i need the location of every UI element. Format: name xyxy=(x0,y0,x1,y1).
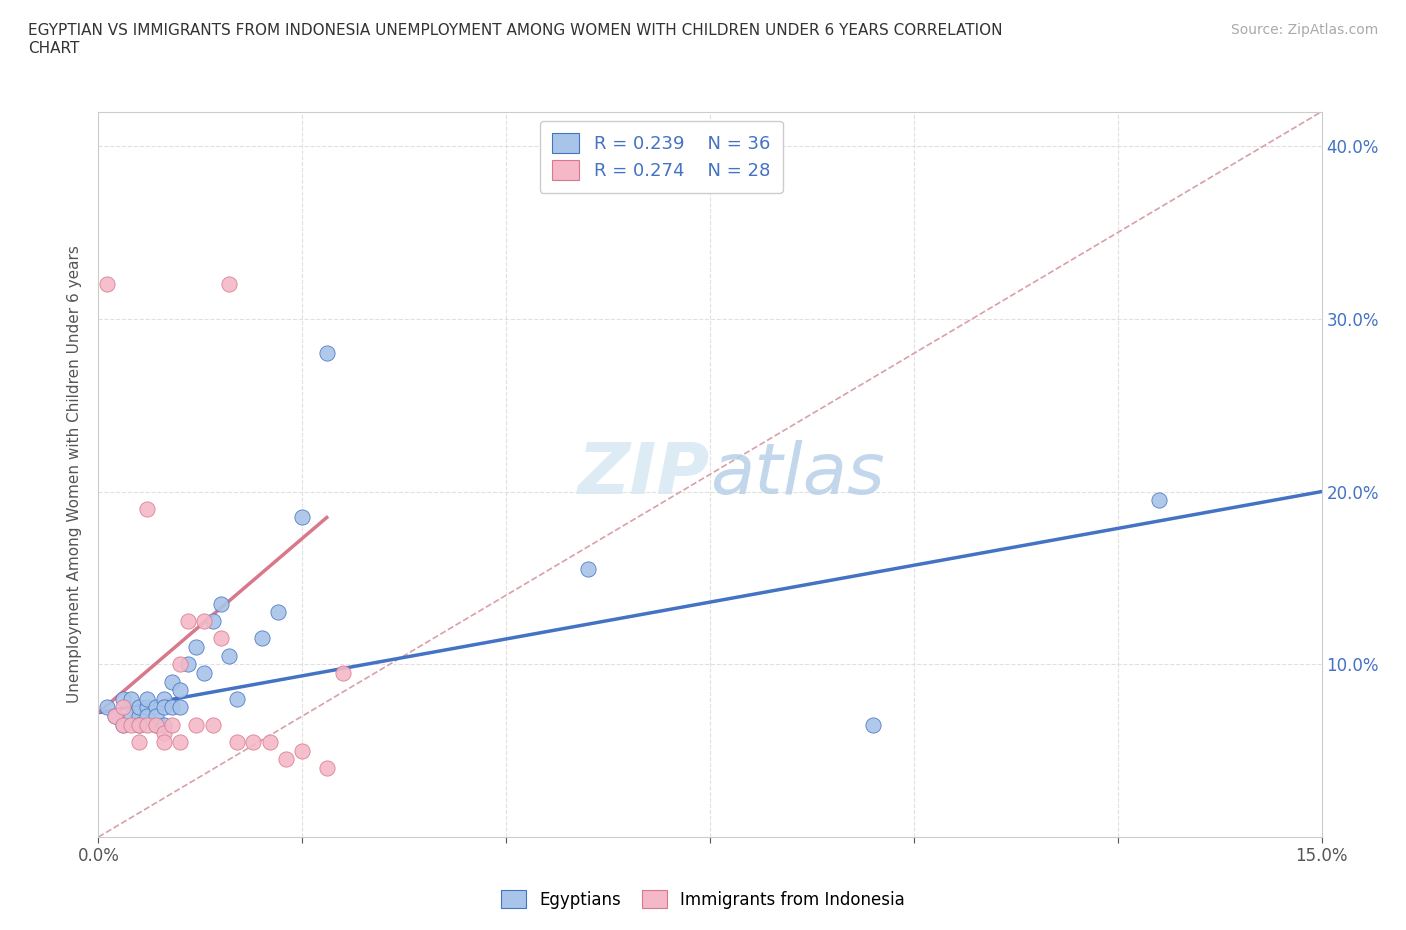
Point xyxy=(315,346,337,361)
Point xyxy=(862,717,884,732)
Point xyxy=(315,761,337,776)
Point xyxy=(152,735,174,750)
Point xyxy=(120,717,142,732)
Point xyxy=(111,717,134,732)
Point xyxy=(160,717,183,732)
Point xyxy=(128,717,150,732)
Point xyxy=(111,700,134,715)
Point xyxy=(111,717,134,732)
Point xyxy=(332,666,354,681)
Point xyxy=(136,501,159,516)
Text: EGYPTIAN VS IMMIGRANTS FROM INDONESIA UNEMPLOYMENT AMONG WOMEN WITH CHILDREN UND: EGYPTIAN VS IMMIGRANTS FROM INDONESIA UN… xyxy=(28,23,1002,56)
Point xyxy=(145,709,167,724)
Point xyxy=(177,614,200,629)
Point xyxy=(186,640,208,655)
Point xyxy=(218,648,240,663)
Point xyxy=(169,657,191,671)
Text: atlas: atlas xyxy=(710,440,884,509)
Point xyxy=(209,631,232,645)
Point xyxy=(201,614,224,629)
Point xyxy=(576,562,599,577)
Point xyxy=(128,717,150,732)
Point xyxy=(250,631,273,645)
Legend: R = 0.239    N = 36, R = 0.274    N = 28: R = 0.239 N = 36, R = 0.274 N = 28 xyxy=(540,121,783,193)
Point xyxy=(209,596,232,611)
Point xyxy=(136,717,159,732)
Point xyxy=(96,277,118,292)
Point xyxy=(291,743,314,758)
Point xyxy=(136,700,159,715)
Point xyxy=(177,657,200,671)
Point xyxy=(111,691,134,706)
Point xyxy=(291,510,314,525)
Point xyxy=(120,691,142,706)
Point xyxy=(120,709,142,724)
Point xyxy=(152,726,174,741)
Point xyxy=(104,709,127,724)
Point xyxy=(226,735,249,750)
Text: ZIP: ZIP xyxy=(578,440,710,509)
Point xyxy=(96,700,118,715)
Point xyxy=(145,717,167,732)
Point xyxy=(267,605,290,620)
Point xyxy=(104,709,127,724)
Point xyxy=(128,709,150,724)
Point xyxy=(152,717,174,732)
Legend: Egyptians, Immigrants from Indonesia: Egyptians, Immigrants from Indonesia xyxy=(494,882,912,917)
Point xyxy=(152,691,174,706)
Point xyxy=(160,674,183,689)
Point xyxy=(193,614,215,629)
Point xyxy=(136,709,159,724)
Point xyxy=(128,735,150,750)
Point xyxy=(169,735,191,750)
Point xyxy=(274,751,297,766)
Point xyxy=(152,700,174,715)
Point xyxy=(136,691,159,706)
Point xyxy=(160,700,183,715)
Point xyxy=(242,735,264,750)
Point xyxy=(145,717,167,732)
Point xyxy=(259,735,281,750)
Point xyxy=(128,700,150,715)
Y-axis label: Unemployment Among Women with Children Under 6 years: Unemployment Among Women with Children U… xyxy=(67,246,83,703)
Point xyxy=(218,277,240,292)
Text: Source: ZipAtlas.com: Source: ZipAtlas.com xyxy=(1230,23,1378,37)
Point xyxy=(201,717,224,732)
Point xyxy=(169,683,191,698)
Point xyxy=(145,700,167,715)
Point xyxy=(169,700,191,715)
Point xyxy=(193,666,215,681)
Point xyxy=(226,691,249,706)
Point xyxy=(186,717,208,732)
Point xyxy=(1147,493,1170,508)
